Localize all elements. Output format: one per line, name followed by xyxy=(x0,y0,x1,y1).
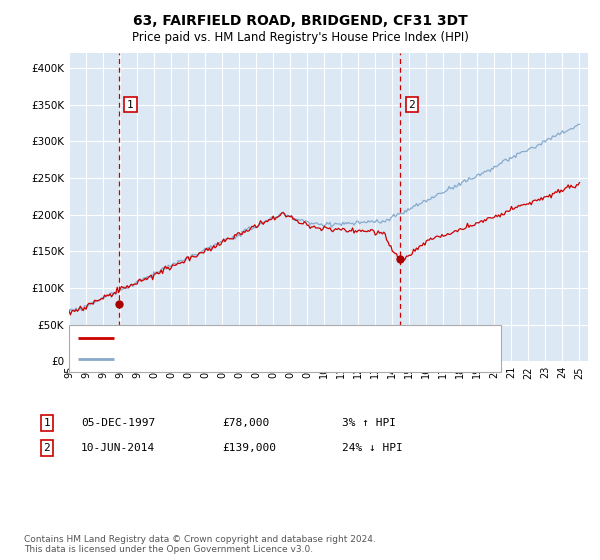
Text: £78,000: £78,000 xyxy=(222,418,269,428)
Text: 1: 1 xyxy=(43,418,50,428)
Text: Contains HM Land Registry data © Crown copyright and database right 2024.
This d: Contains HM Land Registry data © Crown c… xyxy=(24,535,376,554)
Text: 63, FAIRFIELD ROAD, BRIDGEND, CF31 3DT (detached house): 63, FAIRFIELD ROAD, BRIDGEND, CF31 3DT (… xyxy=(120,333,464,343)
Text: 24% ↓ HPI: 24% ↓ HPI xyxy=(342,443,403,453)
Text: 2: 2 xyxy=(43,443,50,453)
Text: 3% ↑ HPI: 3% ↑ HPI xyxy=(342,418,396,428)
Text: Price paid vs. HM Land Registry's House Price Index (HPI): Price paid vs. HM Land Registry's House … xyxy=(131,31,469,44)
Text: 05-DEC-1997: 05-DEC-1997 xyxy=(81,418,155,428)
Text: 2: 2 xyxy=(409,100,415,110)
Text: £139,000: £139,000 xyxy=(222,443,276,453)
Text: 10-JUN-2014: 10-JUN-2014 xyxy=(81,443,155,453)
Text: HPI: Average price, detached house, Bridgend: HPI: Average price, detached house, Brid… xyxy=(120,354,395,364)
Text: 63, FAIRFIELD ROAD, BRIDGEND, CF31 3DT: 63, FAIRFIELD ROAD, BRIDGEND, CF31 3DT xyxy=(133,14,467,28)
Text: 1: 1 xyxy=(127,100,134,110)
